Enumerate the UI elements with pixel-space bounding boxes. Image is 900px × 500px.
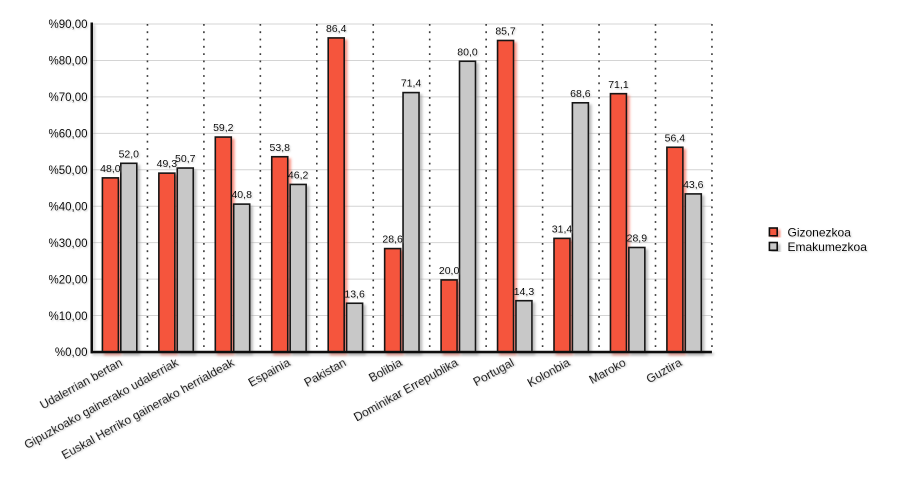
svg-text:13,6: 13,6: [344, 288, 365, 300]
svg-text:59,2: 59,2: [213, 122, 234, 134]
svg-text:14,3: 14,3: [514, 286, 535, 298]
svg-text:20,0: 20,0: [439, 265, 460, 277]
svg-text:53,8: 53,8: [270, 142, 291, 154]
svg-text:68,6: 68,6: [570, 88, 591, 100]
svg-text:%30,00: %30,00: [48, 238, 87, 250]
svg-text:%10,00: %10,00: [48, 311, 87, 323]
svg-text:%0,00: %0,00: [55, 347, 88, 359]
svg-text:71,1: 71,1: [608, 79, 629, 91]
svg-text:%40,00: %40,00: [48, 201, 87, 213]
svg-text:85,7: 85,7: [495, 26, 516, 38]
svg-text:28,6: 28,6: [382, 234, 403, 246]
svg-text:43,6: 43,6: [683, 179, 704, 191]
svg-text:%90,00: %90,00: [48, 19, 87, 31]
svg-text:52,0: 52,0: [119, 148, 140, 160]
svg-text:31,4: 31,4: [552, 223, 573, 235]
svg-text:71,4: 71,4: [401, 78, 422, 90]
svg-text:%50,00: %50,00: [48, 165, 87, 177]
svg-text:86,4: 86,4: [326, 23, 347, 35]
svg-text:%80,00: %80,00: [48, 56, 87, 68]
svg-text:%60,00: %60,00: [48, 129, 87, 141]
svg-text:40,8: 40,8: [231, 189, 252, 201]
svg-text:56,4: 56,4: [665, 132, 686, 144]
svg-text:46,2: 46,2: [288, 170, 309, 182]
svg-text:Emakumezkoa: Emakumezkoa: [788, 240, 868, 254]
svg-text:80,0: 80,0: [457, 46, 478, 58]
svg-text:%20,00: %20,00: [48, 274, 87, 286]
svg-text:48,0: 48,0: [100, 163, 121, 175]
svg-text:28,9: 28,9: [627, 233, 648, 245]
svg-text:Gizonezkoa: Gizonezkoa: [788, 225, 852, 239]
svg-text:50,7: 50,7: [175, 153, 196, 165]
svg-text:%70,00: %70,00: [48, 92, 87, 104]
svg-text:49,3: 49,3: [157, 158, 178, 170]
